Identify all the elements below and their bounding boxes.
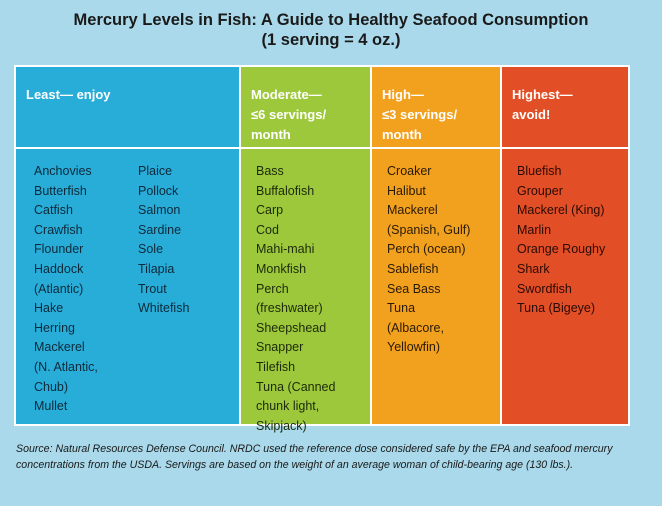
fish-item: Snapper [256, 340, 304, 355]
fish-item: Trout [138, 281, 167, 296]
source-note: Source: Natural Resources Defense Counci… [16, 443, 613, 471]
least-subcolumn-1: Anchovies Butterfish Catfish Crawfish Flound… [34, 162, 138, 417]
column-header-highest: Highest— avoid! [502, 67, 628, 149]
fish-item: Carp [256, 203, 284, 218]
fish-item: Sheepshead [256, 320, 327, 335]
fish-item: Catfish [34, 203, 73, 218]
fish-item: Tuna (Albacore, Yellowfin) [387, 301, 444, 355]
fish-item: Grouper [517, 183, 563, 198]
fish-item: Sablefish [387, 261, 439, 276]
column-body-high: Croaker Halibut Mackerel (Spanish, Gulf) Pe… [372, 149, 500, 358]
column-header-high: High— ≤3 servings/ month [372, 67, 500, 149]
fish-item: Cod [256, 222, 279, 237]
column-header-moderate: Moderate— ≤6 servings/ month [241, 67, 370, 149]
column-moderate: Moderate— ≤6 servings/ month Bass Buffalo… [241, 67, 372, 433]
page-title: Mercury Levels in Fish: A Guide to Healt… [0, 10, 662, 50]
fish-item: Pollock [138, 183, 179, 198]
fish-item: Mullet [34, 399, 68, 414]
fish-item: Crawfish [34, 222, 83, 237]
fish-item: Haddock (Atlantic) [34, 261, 84, 296]
fish-item: Monkfish [256, 261, 307, 276]
title-line-2: (1 serving = 4 oz.) [261, 31, 401, 49]
fish-item: Swordfish [517, 281, 572, 296]
fish-item: Shark [517, 261, 550, 276]
fish-item: Mackerel (N. Atlantic, Chub) [34, 340, 98, 394]
mercury-table: Least— enjoy Anchovies Butterfish Catfish C… [14, 65, 630, 433]
column-header-least: Least— enjoy [16, 67, 239, 149]
column-body-moderate: Bass Buffalofish Carp Cod Mahi-mahi Monkfish P… [241, 149, 370, 436]
fish-item: Orange Roughy [517, 242, 606, 257]
fish-item: Mahi-mahi [256, 242, 315, 257]
column-highest: Highest— avoid! Bluefish Grouper Mackerel … [502, 67, 628, 424]
title-line-1: Mercury Levels in Fish: A Guide to Healt… [73, 11, 589, 29]
fish-item: Sea Bass [387, 281, 441, 296]
fish-item: Hake [34, 301, 64, 316]
fish-item: Mackerel (King) [517, 203, 605, 218]
fish-item: Tuna (Bigeye) [517, 301, 596, 316]
fish-item: Tilapia [138, 261, 175, 276]
fish-item: Flounder [34, 242, 84, 257]
fish-item: Croaker [387, 164, 432, 178]
column-high: High— ≤3 servings/ month Croaker Halibut M… [372, 67, 502, 424]
column-body-least: Anchovies Butterfish Catfish Crawfish Flound… [16, 149, 239, 417]
column-least: Least— enjoy Anchovies Butterfish Catfish C… [16, 67, 241, 424]
fish-item: Salmon [138, 203, 181, 218]
fish-item: Mackerel (Spanish, Gulf) [387, 203, 471, 237]
fish-item: Tilefish [256, 359, 296, 374]
fish-item: Perch (freshwater) [256, 281, 323, 316]
fish-item: Bass [256, 164, 284, 178]
fish-item: Tuna (Canned chunk light, Skipjack) [256, 379, 336, 433]
fish-item: Herring [34, 320, 75, 335]
fish-item: Whitefish [138, 301, 190, 316]
least-subcolumn-2: Plaice Pollock Salmon Sardine Sole Tilapia Tro… [138, 162, 189, 417]
fish-item: Buffalofish [256, 183, 315, 198]
fish-item: Bluefish [517, 164, 562, 178]
fish-item: Sole [138, 242, 164, 257]
fish-item: Anchovies [34, 164, 92, 178]
fish-item: Butterfish [34, 183, 87, 198]
fish-item: Halibut [387, 183, 426, 198]
fish-item: Perch (ocean) [387, 242, 466, 257]
fish-item: Sardine [138, 222, 182, 237]
fish-item: Plaice [138, 164, 173, 178]
column-body-highest: Bluefish Grouper Mackerel (King) Marlin Oran… [502, 149, 628, 319]
fish-item: Marlin [517, 222, 552, 237]
